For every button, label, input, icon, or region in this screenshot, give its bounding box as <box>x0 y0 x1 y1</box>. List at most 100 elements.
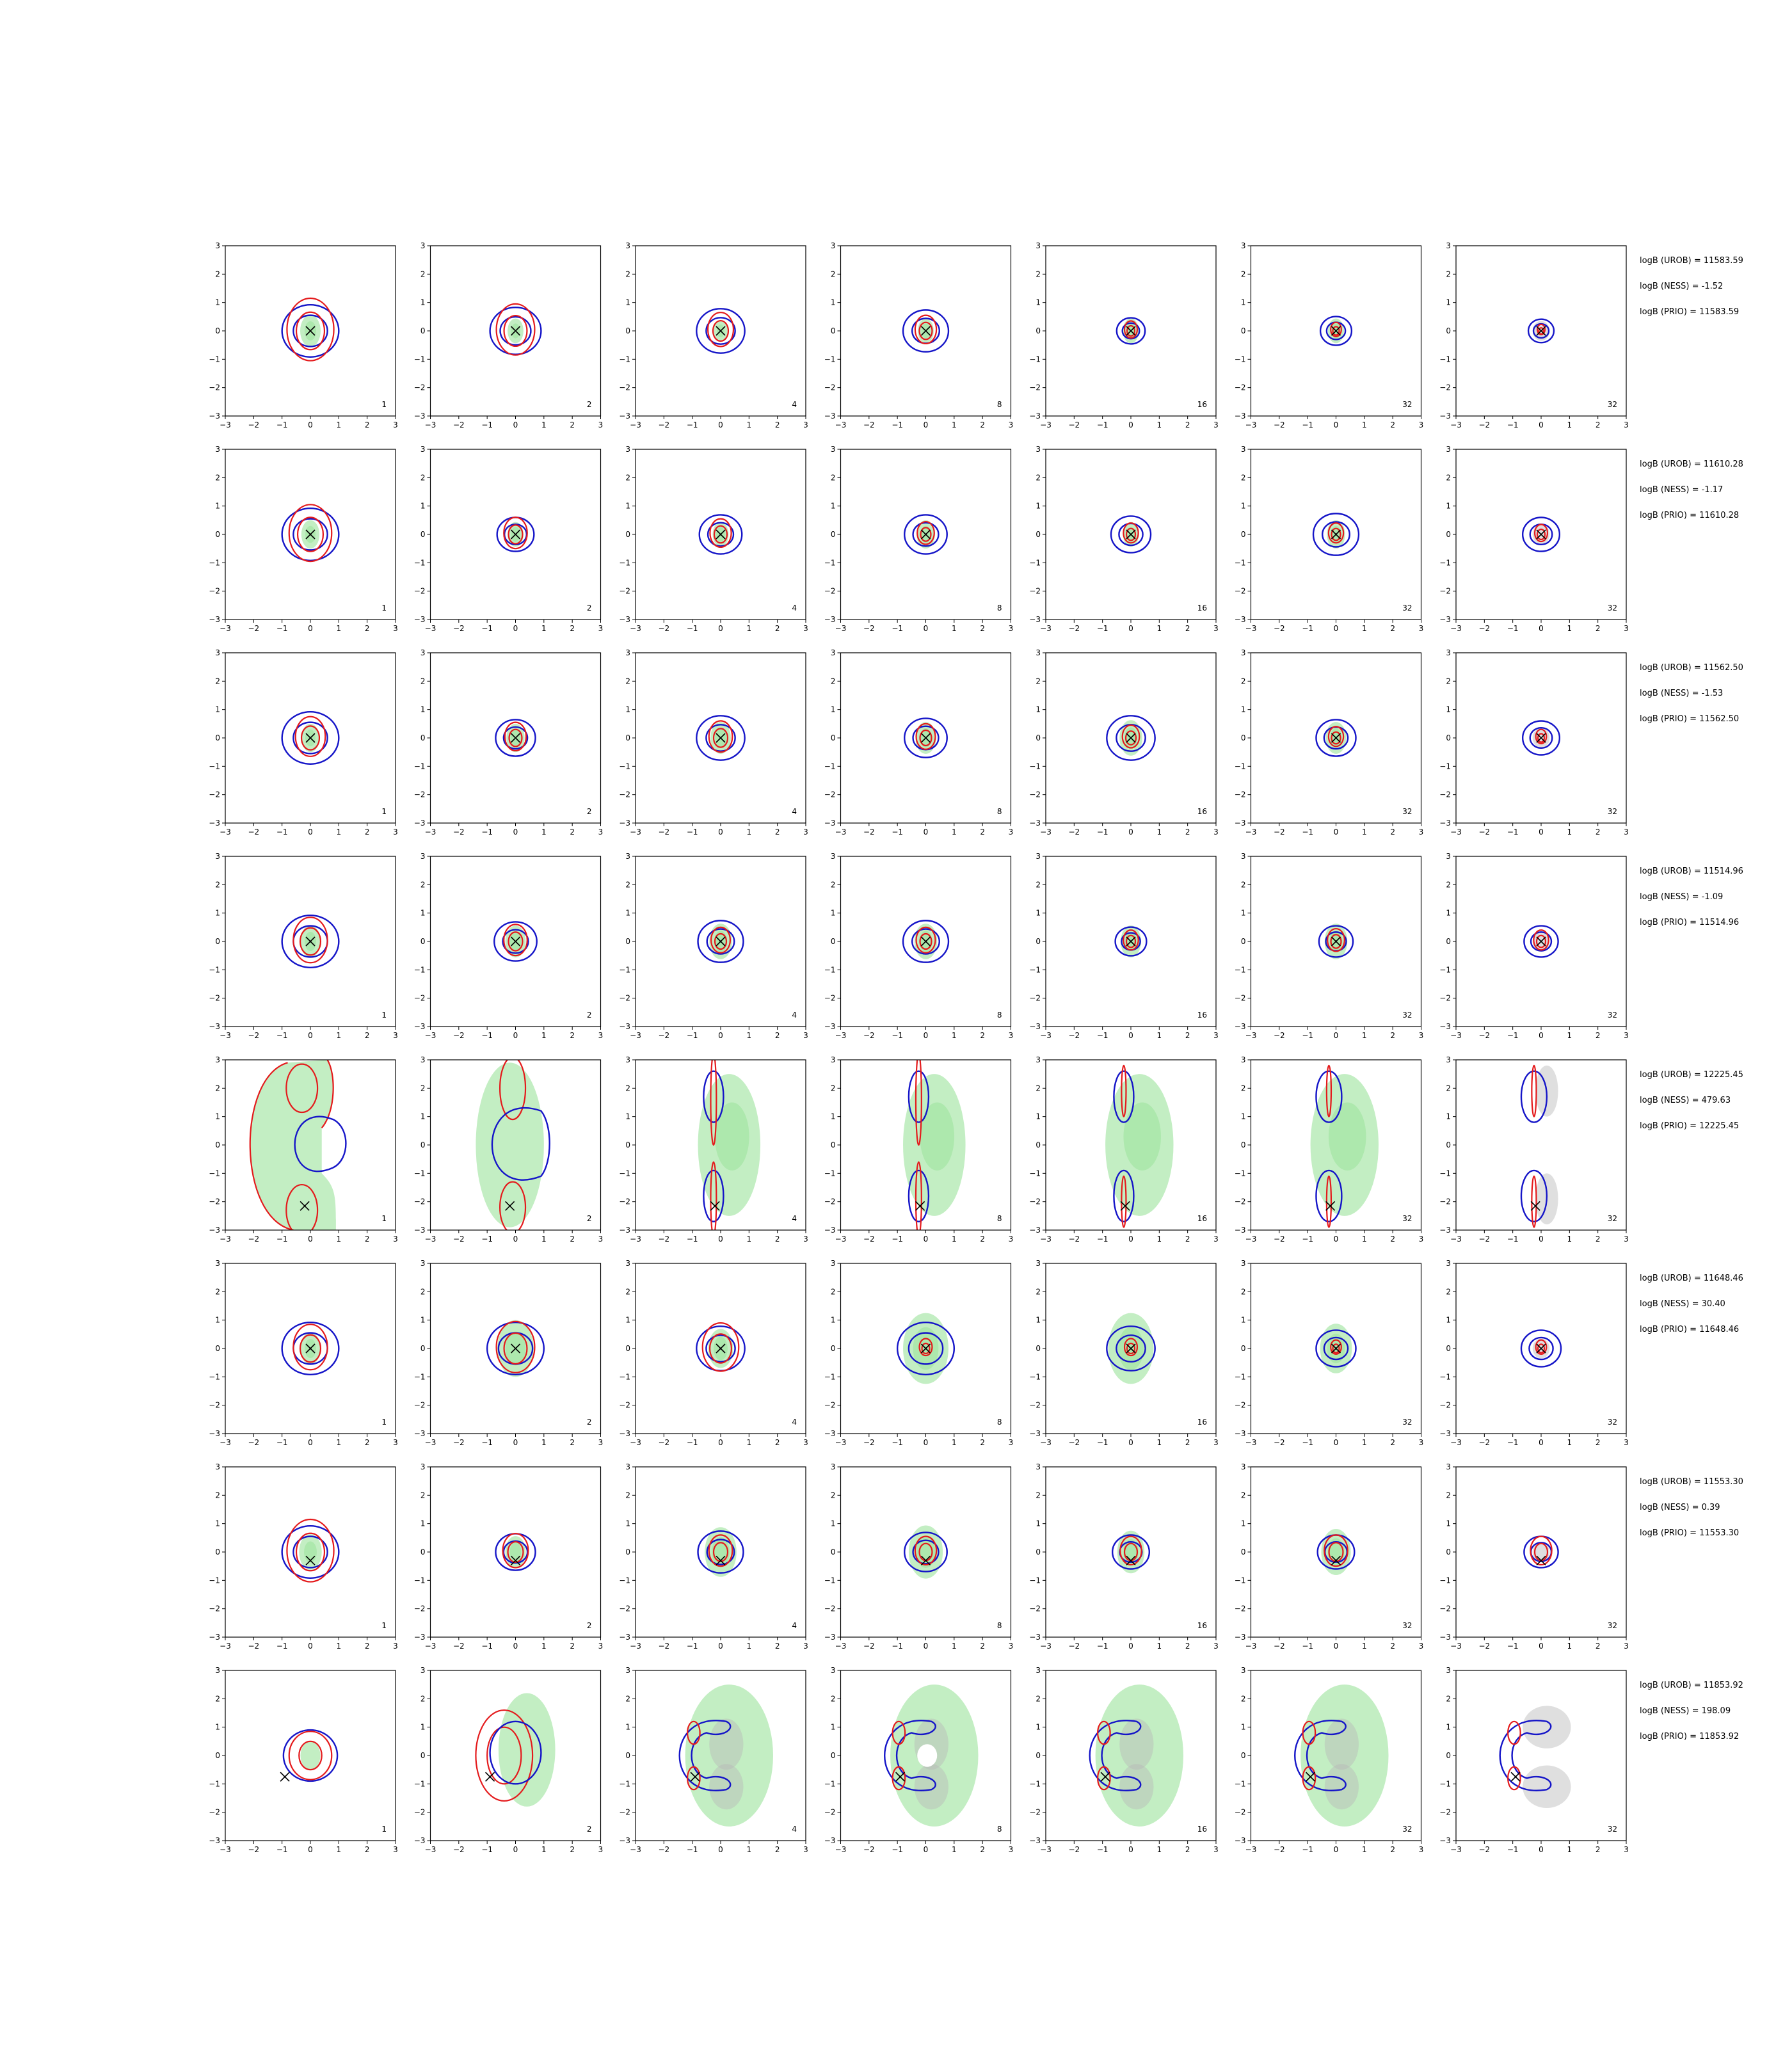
truth-marker <box>1536 733 1546 743</box>
red-contour-top <box>1531 1064 1537 1117</box>
x-tick-label: −3 <box>220 828 231 836</box>
x-tick-label: −1 <box>1507 828 1519 836</box>
panel-label: 2 <box>587 807 592 816</box>
plot-area <box>696 1322 746 1372</box>
y-tick-label: 2 <box>215 269 220 278</box>
panel-r7-c7: −3 −2 −1 0 1 2 3 −3 −2 −1 0 1 2 3 32 <box>1439 1462 1629 1651</box>
prior-fill-bottom <box>1523 1765 1571 1809</box>
posterior-fill-inner <box>1328 1102 1366 1171</box>
y-tick-label: −2 <box>824 1604 836 1613</box>
blue-contour-inner <box>1529 726 1553 749</box>
blue-contour-inner <box>706 928 735 955</box>
x-tick-label: 0 <box>1539 828 1544 836</box>
posterior-fill-core <box>709 1718 744 1770</box>
y-tick-label: 0 <box>831 1751 836 1760</box>
y-tick-label: −2 <box>1439 994 1451 1003</box>
y-tick-label: 2 <box>1446 1694 1451 1703</box>
y-tick-label: −1 <box>1235 1169 1246 1178</box>
x-tick-label: −1 <box>1302 828 1313 836</box>
red-contour-outer <box>710 926 732 954</box>
plot-area <box>281 504 340 563</box>
red-contour-inner <box>300 725 321 751</box>
blue-contour-bottom <box>703 1169 724 1222</box>
y-tick-label: 3 <box>1241 445 1246 454</box>
red-contour-outer <box>292 916 328 964</box>
x-tick-label: 3 <box>598 1642 604 1651</box>
x-tick-label: 3 <box>393 1438 398 1447</box>
red-contour-inner <box>295 311 326 351</box>
panel-label: 32 <box>1402 1621 1412 1630</box>
plot-area <box>1089 1684 1184 1827</box>
truth-marker <box>510 733 521 743</box>
x-tick-label: −3 <box>425 1438 436 1447</box>
panel-r6-c6: −3 −2 −1 0 1 2 3 −3 −2 −1 0 1 2 3 32 <box>1235 1259 1424 1447</box>
y-tick-label: −1 <box>414 1779 426 1788</box>
y-tick-label: 0 <box>1241 1344 1246 1353</box>
truth-marker <box>920 529 931 540</box>
y-tick-label: −3 <box>619 1022 630 1031</box>
x-tick-label: 1 <box>747 828 752 836</box>
plot-area <box>496 516 535 552</box>
x-tick-label: −3 <box>835 624 847 633</box>
x-tick-label: 3 <box>1624 420 1629 429</box>
truth-marker <box>300 1201 310 1211</box>
x-tick-label: 2 <box>1596 1642 1601 1651</box>
x-tick-label: 1 <box>952 828 957 836</box>
y-tick-label: −3 <box>619 819 630 828</box>
y-tick-label: 3 <box>1036 1055 1041 1064</box>
x-tick-label: −3 <box>220 1642 231 1651</box>
x-tick-label: −2 <box>453 1438 465 1447</box>
x-tick-label: −2 <box>658 1235 669 1244</box>
red-contour-inner <box>1537 1343 1546 1354</box>
y-tick-label: −1 <box>619 1372 630 1381</box>
red-contour-outer <box>286 297 335 362</box>
x-tick-label: −3 <box>630 1235 641 1244</box>
panel-r3-c5: −3 −2 −1 0 1 2 3 −3 −2 −1 0 1 2 3 16 <box>1029 648 1219 836</box>
x-tick-label: 0 <box>1539 420 1544 429</box>
panel-r5-c3: −3 −2 −1 0 1 2 3 −3 −2 −1 0 1 2 3 4 <box>619 1055 808 1244</box>
y-tick-label: −3 <box>824 1429 836 1438</box>
plot-area <box>281 711 340 765</box>
y-tick-label: −1 <box>1235 965 1246 974</box>
row-annotation: logB (PRIO) = 12225.45 <box>1640 1121 1739 1131</box>
y-tick-label: 3 <box>1241 648 1246 657</box>
x-tick-label: −2 <box>1274 1642 1285 1651</box>
truth-marker <box>305 733 316 743</box>
x-tick-label: 0 <box>718 828 723 836</box>
x-tick-label: 3 <box>1419 420 1424 429</box>
panel-label: 32 <box>1608 807 1617 816</box>
posterior-fill-inner <box>1123 1102 1161 1171</box>
x-tick-label: 2 <box>775 1642 780 1651</box>
posterior-fill-core2 <box>914 1764 948 1810</box>
x-tick-label: 0 <box>718 1642 723 1651</box>
red-contour-bottom <box>1531 1175 1537 1228</box>
x-tick-label: 2 <box>1185 1438 1190 1447</box>
y-tick-label: −1 <box>1029 355 1041 364</box>
x-tick-label: −3 <box>1245 1845 1257 1854</box>
x-tick-label: 0 <box>308 1642 313 1651</box>
truth-marker <box>1331 1343 1341 1354</box>
blue-contour-inner <box>1528 1336 1554 1361</box>
y-tick-label: 1 <box>1241 1519 1246 1528</box>
x-tick-label: −1 <box>1097 1438 1108 1447</box>
y-tick-label: 1 <box>215 502 220 511</box>
y-tick-label: 3 <box>1241 241 1246 250</box>
y-tick-label: −3 <box>209 819 220 828</box>
plot-area <box>1105 1064 1174 1228</box>
plot-area <box>489 303 542 356</box>
plot-area <box>1523 925 1559 958</box>
x-tick-label: 0 <box>513 1845 518 1854</box>
y-tick-label: 1 <box>1241 705 1246 714</box>
y-tick-label: 1 <box>1446 1519 1451 1528</box>
y-tick-label: 3 <box>420 852 426 861</box>
y-tick-label: 3 <box>215 445 220 454</box>
posterior-fill-inner <box>916 1536 936 1568</box>
x-tick-label: 0 <box>513 1235 518 1244</box>
y-tick-label: 2 <box>1036 269 1041 278</box>
plot-area <box>1523 1535 1559 1569</box>
red-contour-inner <box>1126 324 1136 337</box>
x-tick-label: −2 <box>863 420 875 429</box>
y-tick-label: 0 <box>1241 937 1246 946</box>
y-tick-label: −1 <box>1439 965 1451 974</box>
x-tick-label: −2 <box>453 1031 465 1040</box>
